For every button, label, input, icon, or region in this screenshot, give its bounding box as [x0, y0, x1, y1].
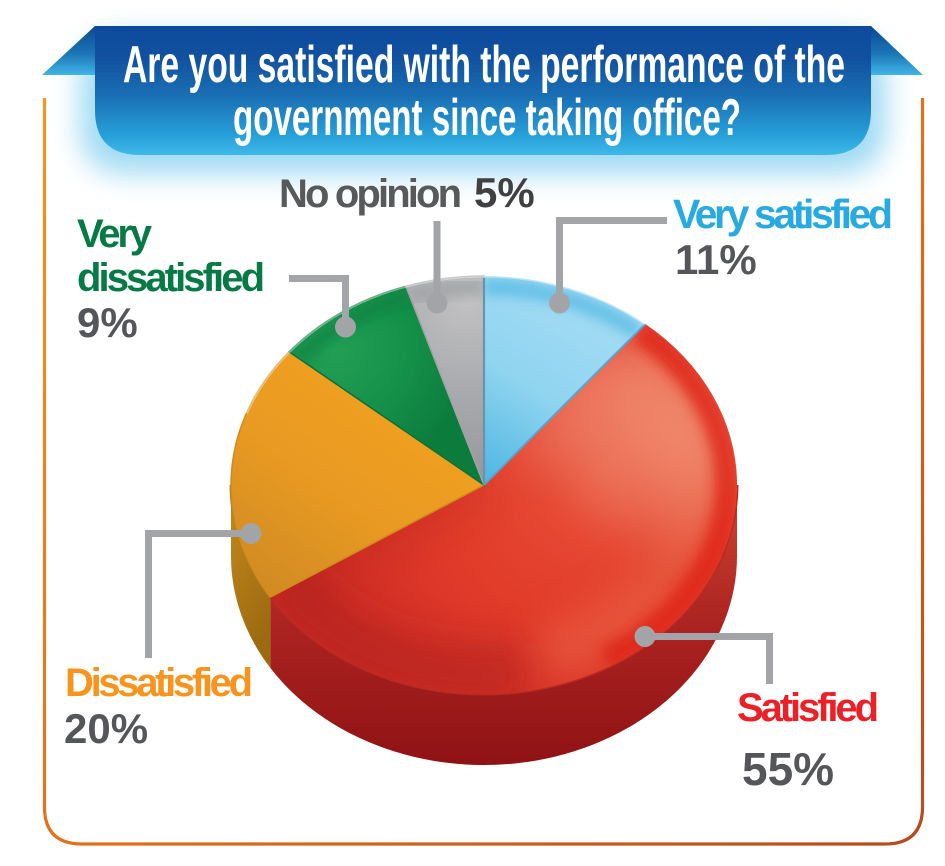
svg-text:government since taking office: government since taking office?	[233, 89, 741, 147]
svg-text:Satisfied: Satisfied	[737, 686, 879, 730]
svg-text:Dissatisfied: Dissatisfied	[65, 661, 253, 705]
svg-text:5%: 5%	[474, 169, 535, 216]
svg-text:No opinion: No opinion	[279, 172, 462, 216]
svg-text:20%: 20%	[64, 705, 148, 752]
svg-text:11%: 11%	[675, 236, 757, 283]
svg-text:dissatisfied: dissatisfied	[77, 256, 265, 300]
svg-text:Very: Very	[77, 212, 153, 256]
svg-text:55%: 55%	[742, 743, 834, 795]
svg-text:9%: 9%	[77, 299, 138, 346]
svg-text:Are you satisfied with the per: Are you satisfied with the performance o…	[123, 36, 845, 94]
svg-text:Very satisfied: Very satisfied	[673, 191, 893, 237]
